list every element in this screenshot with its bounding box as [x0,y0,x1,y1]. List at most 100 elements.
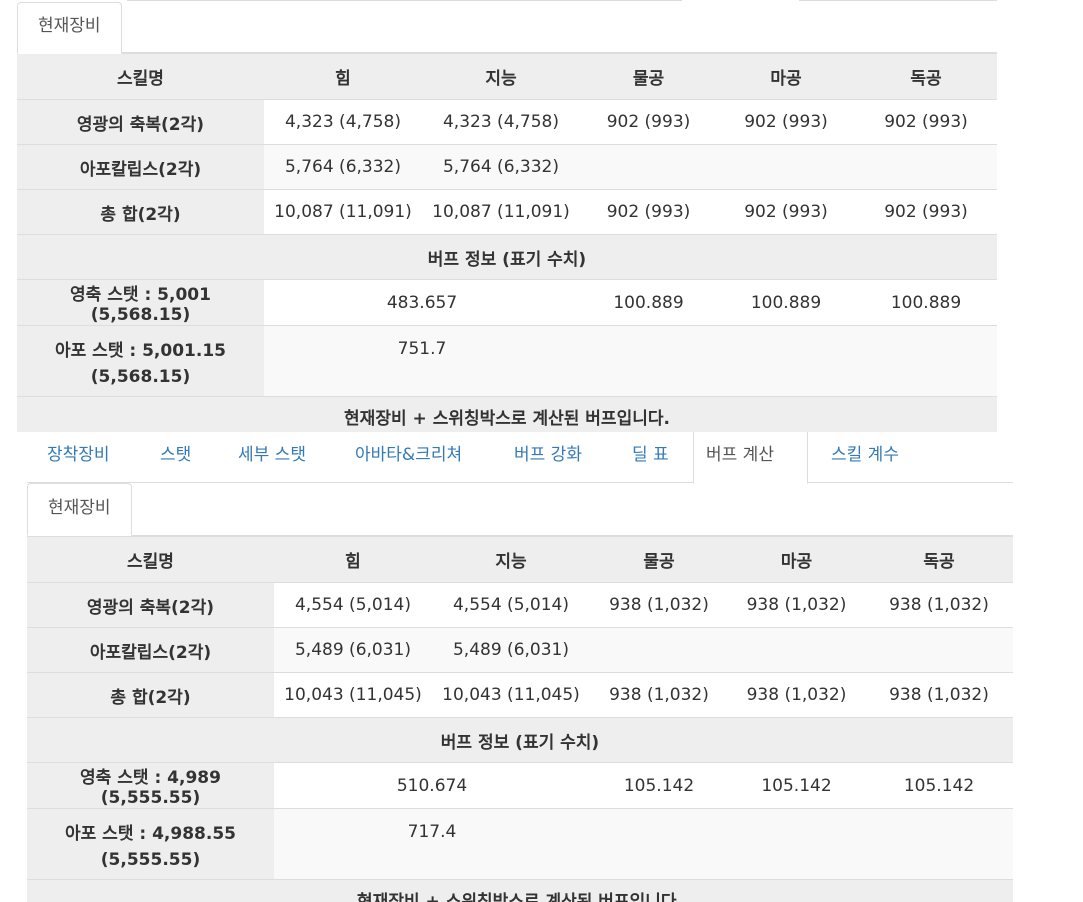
tab-avatar-creature[interactable]: 아바타&크리쳐 [355,445,463,465]
cell-value: 4,554 (5,014) [432,582,590,628]
note-text: 현재장비 + 스위칭박스로 계산된 버프입니다. [27,879,1013,902]
cell-value: 10,087 (11,091) [264,189,422,235]
cell-value [717,144,855,190]
sub-tab-bar: 현재장비 [27,483,1013,536]
tab-damage-table[interactable]: 딜 표 [632,445,669,465]
cell-value [865,808,1013,880]
cell-value: 105.142 [728,762,865,809]
table-row: 아포칼립스(2각) 5,764 (6,332) 5,764 (6,332) [17,144,997,190]
table-row: 영축 스탯 : 5,001 (5,568.15) 483.657 100.889… [17,279,997,326]
note-row: 현재장비 + 스위칭박스로 계산된 버프입니다. [27,879,1013,902]
col-header-ind-atk: 독공 [855,53,997,100]
cell-value [717,325,855,397]
header-row: 스킬명 힘 지능 물공 마공 독공 [27,536,1013,583]
cell-value: 902 (993) [717,99,855,145]
cell-value: 100.889 [855,279,997,326]
cell-value: 902 (993) [855,99,997,145]
buff-info-title: 버프 정보 (표기 수치) [17,234,997,280]
tab-detailed-stats[interactable]: 세부 스탯 [238,445,306,465]
cell-value: 100.889 [580,279,717,326]
cell-value: 4,323 (4,758) [264,99,422,145]
cell-value [865,627,1013,673]
cell-value: 10,043 (11,045) [274,672,432,718]
table-row: 아포 스탯 : 5,001.15 (5,568.15) 751.7 [17,325,997,397]
table-row: 아포칼립스(2각) 5,489 (6,031) 5,489 (6,031) [27,627,1013,673]
buff-info-title: 버프 정보 (표기 수치) [27,717,1013,763]
skill-name: 총 합(2각) [27,672,274,718]
buff-info-row: 버프 정보 (표기 수치) [17,234,997,280]
cell-value: 938 (1,032) [865,582,1013,628]
cell-value: 100.889 [717,279,855,326]
buff-panel-top: 현재장비 스킬명 힘 지능 물공 마공 독공 영광의 축복(2각) 4,323 … [17,0,997,432]
table-row: 총 합(2각) 10,087 (11,091) 10,087 (11,091) … [17,189,997,235]
skill-name: 영광의 축복(2각) [17,99,264,145]
cell-value: 10,087 (11,091) [422,189,580,235]
cell-value: 902 (993) [580,189,717,235]
buff-stat-value: 751.7 [264,325,580,397]
skill-name: 아포칼립스(2각) [17,144,264,190]
table-row: 영광의 축복(2각) 4,554 (5,014) 4,554 (5,014) 9… [27,582,1013,628]
note-text: 현재장비 + 스위칭박스로 계산된 버프입니다. [17,396,997,432]
buff-panel-bottom: 현재장비 스킬명 힘 지능 물공 마공 독공 영광의 축복(2각) 4,554 … [27,483,1013,902]
buff-stat-name: 영축 스탯 : 5,001 (5,568.15) [17,279,264,326]
cell-value [728,627,865,673]
col-header-int: 지능 [432,536,590,583]
cell-value [580,325,717,397]
tab-current-equipment[interactable]: 현재장비 [27,483,132,536]
buff-stat-name: 영축 스탯 : 4,989 (5,555.55) [27,762,274,809]
buff-stat-name: 아포 스탯 : 4,988.55 (5,555.55) [27,808,274,880]
tab-buff-enhance[interactable]: 버프 강화 [514,445,582,465]
cell-value [580,144,717,190]
col-header-str: 힘 [264,53,422,100]
cell-value: 4,323 (4,758) [422,99,580,145]
buff-info-row: 버프 정보 (표기 수치) [27,717,1013,763]
cell-value: 902 (993) [855,189,997,235]
cell-value: 5,764 (6,332) [264,144,422,190]
tab-equipped-gear[interactable]: 장착장비 [47,445,110,465]
cell-value: 105.142 [865,762,1013,809]
buff-stat-name: 아포 스탯 : 5,001.15 (5,568.15) [17,325,264,397]
col-header-str: 힘 [274,536,432,583]
divider [127,0,682,1]
cell-value: 902 (993) [717,189,855,235]
tab-skill-coefficient[interactable]: 스킬 계수 [831,445,899,465]
cell-value: 5,764 (6,332) [422,144,580,190]
col-header-int: 지능 [422,53,580,100]
col-header-skill: 스킬명 [27,536,274,583]
tab-buff-calc[interactable]: 버프 계산 [693,432,808,484]
cell-value [855,325,997,397]
table-row: 영축 스탯 : 4,989 (5,555.55) 510.674 105.142… [27,762,1013,809]
cell-value [590,627,728,673]
col-header-mag-atk: 마공 [728,536,865,583]
cell-value: 938 (1,032) [590,672,728,718]
cell-value [728,808,865,880]
tab-current-equipment[interactable]: 현재장비 [17,2,122,54]
col-header-phys-atk: 물공 [580,53,717,100]
cell-value: 938 (1,032) [590,582,728,628]
buff-stat-value: 510.674 [274,762,590,809]
col-header-skill: 스킬명 [17,53,264,100]
cell-value [590,808,728,880]
cell-value: 902 (993) [580,99,717,145]
buff-table: 스킬명 힘 지능 물공 마공 독공 영광의 축복(2각) 4,554 (5,01… [27,536,1013,902]
cell-value: 938 (1,032) [728,672,865,718]
skill-name: 영광의 축복(2각) [27,582,274,628]
buff-stat-value: 483.657 [264,279,580,326]
col-header-mag-atk: 마공 [717,53,855,100]
cell-value: 4,554 (5,014) [274,582,432,628]
buff-stat-value: 717.4 [274,808,590,880]
tab-stats[interactable]: 스탯 [160,445,192,465]
divider [799,0,997,1]
cell-value: 105.142 [590,762,728,809]
header-row: 스킬명 힘 지능 물공 마공 독공 [17,53,997,100]
buff-table: 스킬명 힘 지능 물공 마공 독공 영광의 축복(2각) 4,323 (4,75… [17,53,997,432]
table-row: 총 합(2각) 10,043 (11,045) 10,043 (11,045) … [27,672,1013,718]
cell-value: 5,489 (6,031) [274,627,432,673]
cell-value: 938 (1,032) [865,672,1013,718]
cell-value: 5,489 (6,031) [432,627,590,673]
skill-name: 총 합(2각) [17,189,264,235]
table-row: 아포 스탯 : 4,988.55 (5,555.55) 717.4 [27,808,1013,880]
note-row: 현재장비 + 스위칭박스로 계산된 버프입니다. [17,396,997,432]
cell-value [855,144,997,190]
cell-value: 10,043 (11,045) [432,672,590,718]
